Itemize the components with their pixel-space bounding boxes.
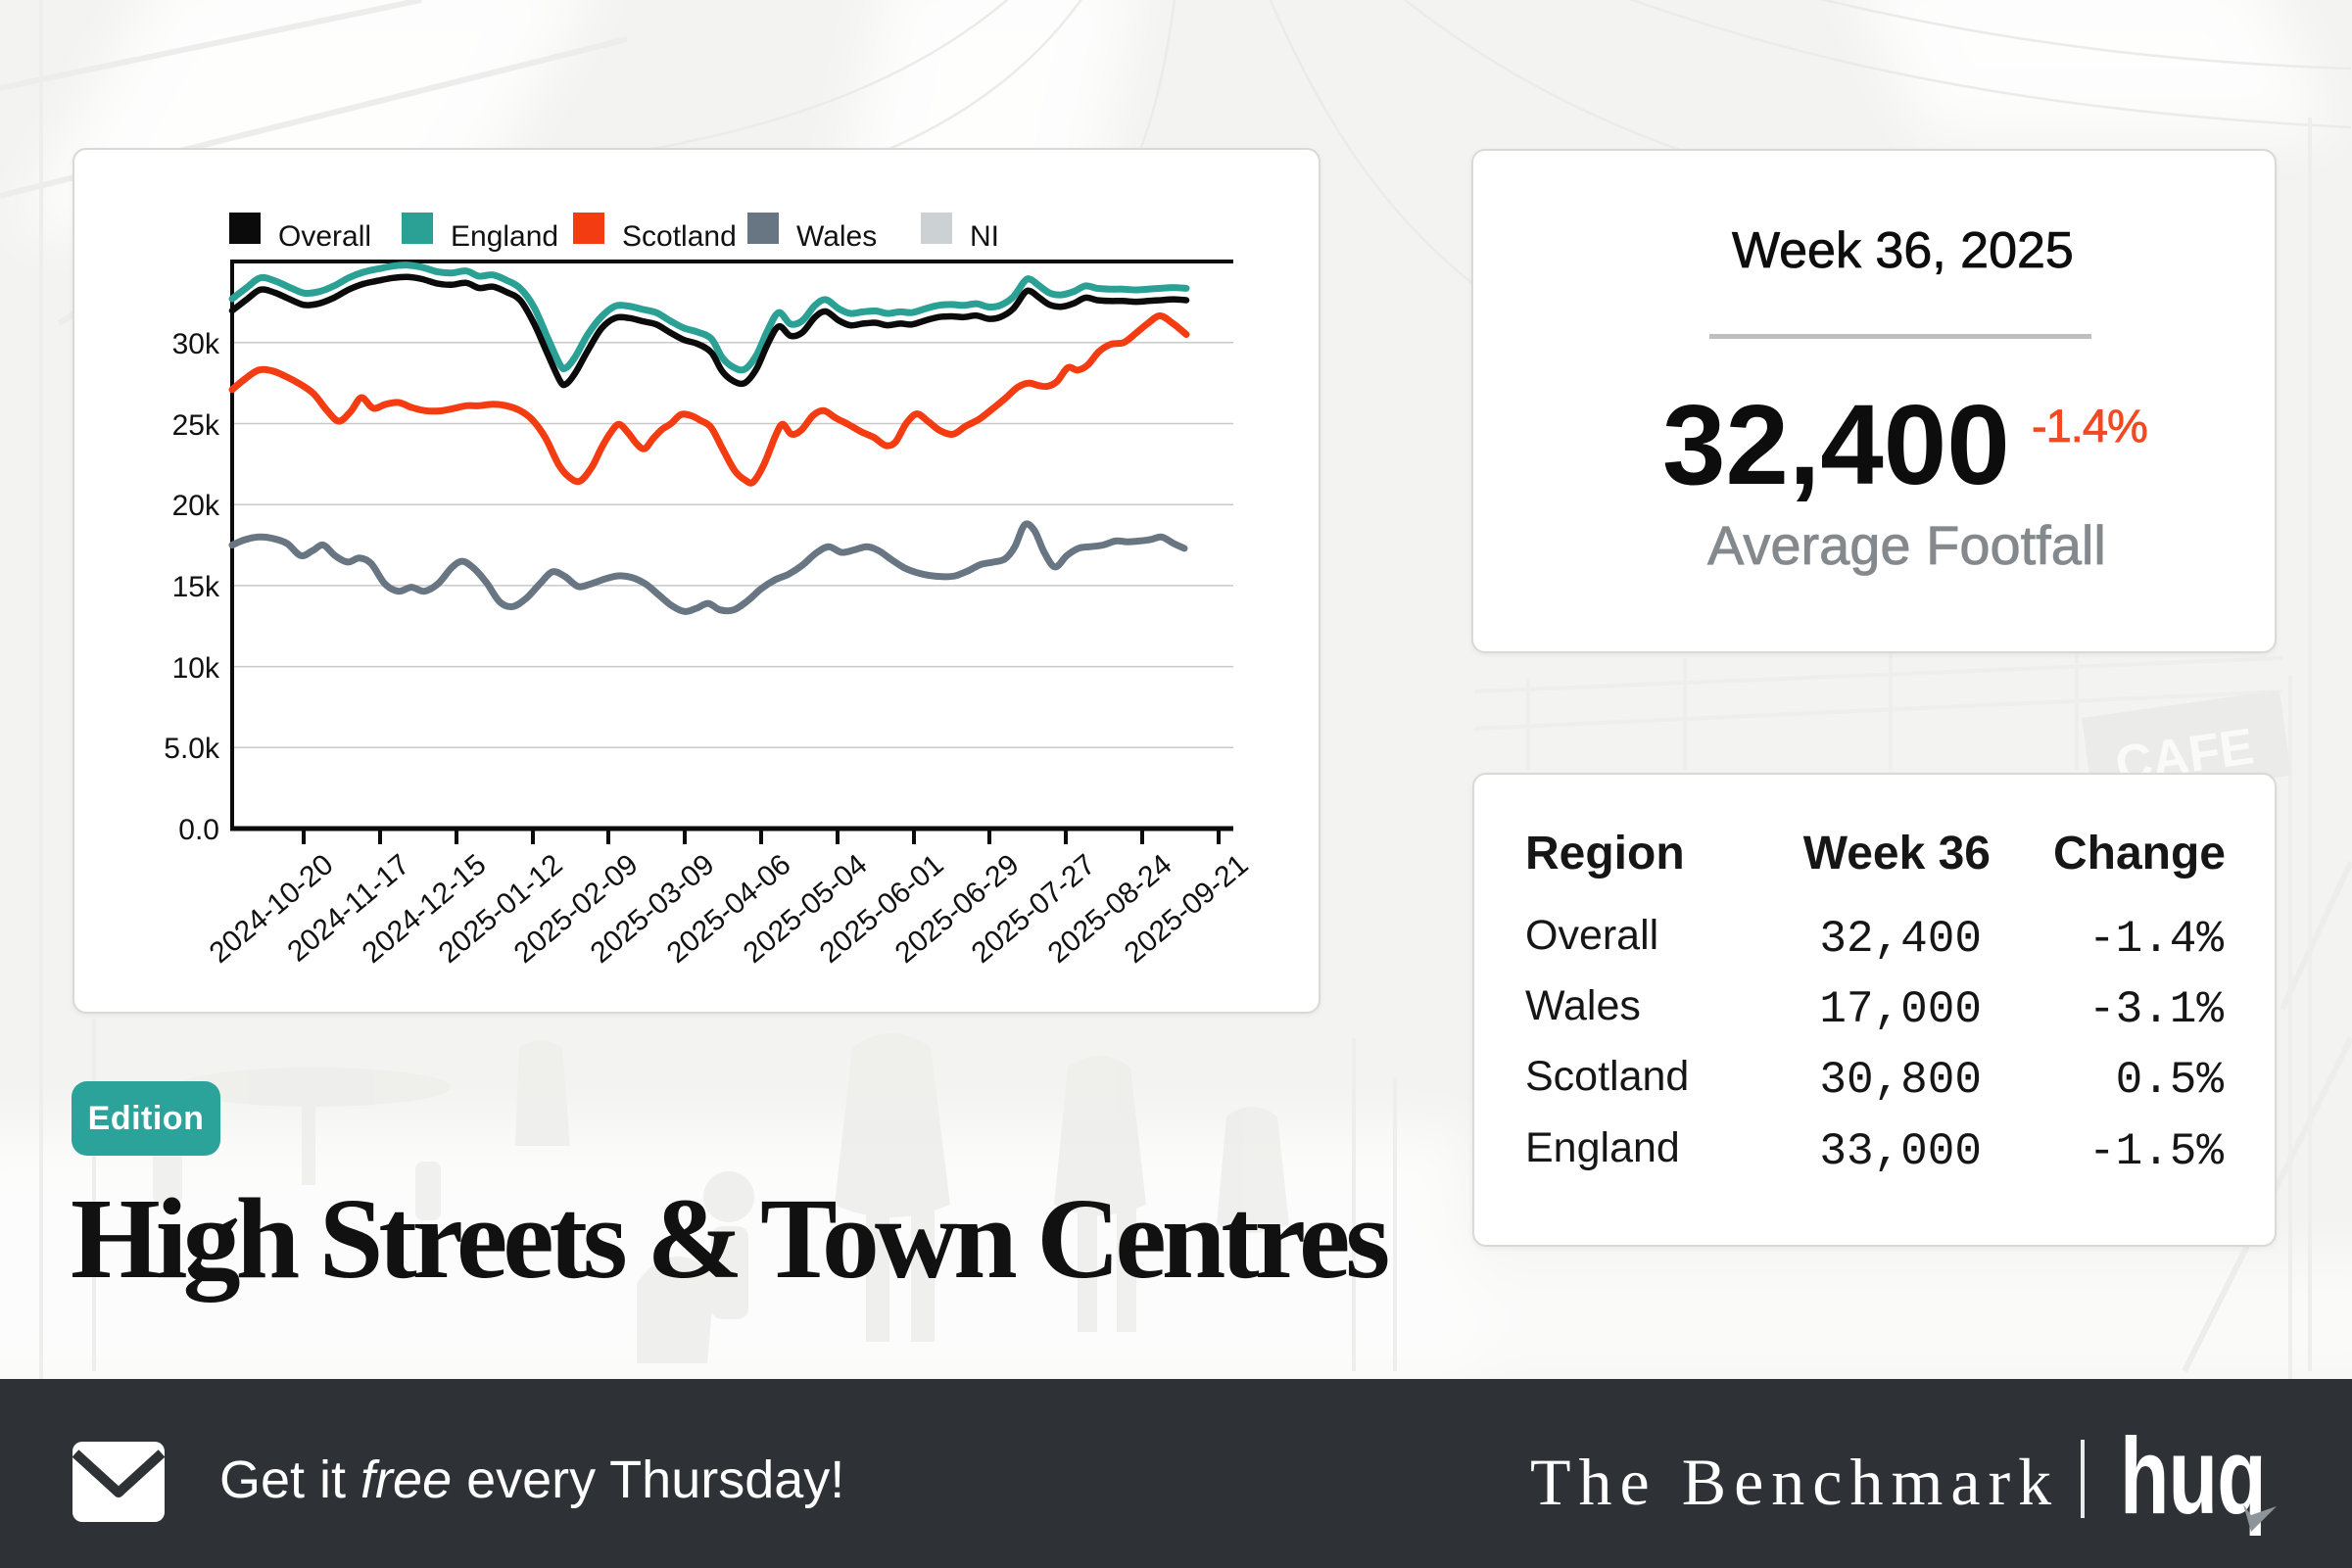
svg-text:5.0k: 5.0k (164, 733, 220, 765)
svg-text:0.0: 0.0 (178, 814, 219, 846)
svg-text:England: England (451, 220, 558, 253)
svg-text:15k: 15k (172, 571, 220, 603)
svg-text:Wales: Wales (796, 220, 877, 253)
svg-text:Scotland: Scotland (622, 220, 737, 253)
svg-text:25k: 25k (172, 409, 220, 442)
svg-text:NI: NI (970, 220, 999, 253)
svg-text:30k: 30k (172, 328, 220, 360)
svg-text:Overall: Overall (278, 220, 371, 253)
svg-text:20k: 20k (172, 490, 220, 522)
svg-text:10k: 10k (172, 652, 220, 685)
